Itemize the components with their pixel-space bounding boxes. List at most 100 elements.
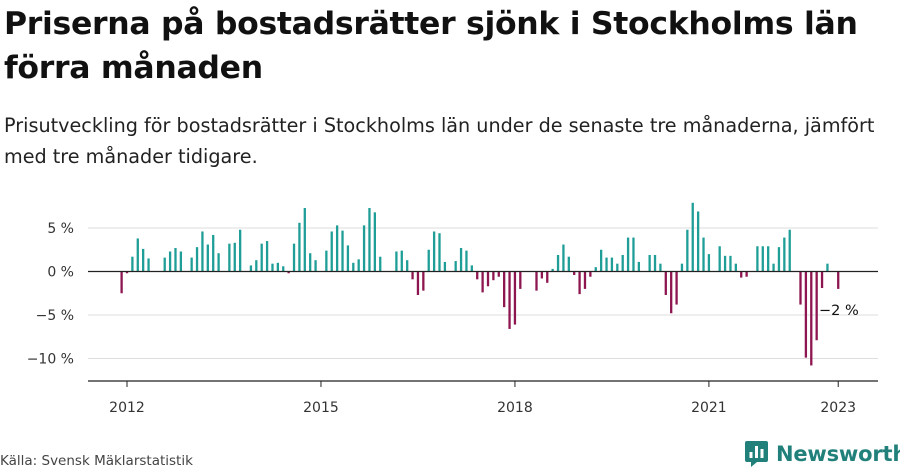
bar [287,271,290,274]
bar [664,271,667,295]
bar [718,246,721,272]
bar [599,249,603,272]
bar [325,250,328,272]
bar [260,243,263,272]
bar [190,257,193,272]
bar [265,241,269,272]
bar [454,261,457,272]
bar [357,259,360,272]
bar [804,271,808,358]
bar [201,231,204,272]
bar [723,255,727,272]
bar [136,238,139,272]
bar [594,267,597,272]
bar [740,271,743,278]
x-tick-label: 2021 [691,400,727,416]
bar [125,271,129,274]
bar [465,250,468,272]
bar [400,250,403,272]
y-axis-labels: 5 % 0 % −5 % −10 % [27,221,74,368]
bar [578,271,581,295]
bar [255,260,258,272]
bar [362,225,366,272]
bar [486,271,490,287]
source-note: Källa: Svensk Mäklarstatistik [0,453,193,469]
annotations: −2 % [819,303,859,319]
bar [411,271,414,280]
bar [432,231,436,272]
bar [233,242,236,272]
bar [271,263,274,272]
bar [777,247,781,272]
bar [330,231,333,272]
bar [820,271,824,289]
bar [470,265,473,272]
bar [212,234,215,272]
bar [508,271,511,329]
bar [314,260,317,272]
bar [249,265,253,272]
bar [540,271,544,279]
bars [120,202,840,366]
bar [691,202,694,272]
bar [341,230,344,272]
bar [368,207,371,272]
bar [653,254,657,272]
bar [702,237,705,272]
bar [195,247,199,272]
bar [422,271,425,291]
y-gridlines [88,227,878,359]
y-tick-label: 5 % [47,221,74,237]
newsworthy-logo-icon [745,441,768,467]
bar [556,254,560,272]
bar [626,237,630,272]
brand[interactable]: Newsworthy [744,440,900,468]
last-value-annotation: −2 % [819,303,859,319]
bar [168,251,172,272]
bar [476,271,479,280]
bar [562,244,565,272]
bar [346,245,350,272]
bar [535,271,538,291]
bar [131,256,134,272]
bar [416,271,420,295]
bar [756,246,759,272]
bar [503,271,506,308]
bar [179,251,183,272]
bar [206,244,209,272]
x-axis: 2012 2015 2018 2021 2023 [88,380,878,416]
bar [228,243,231,272]
bar [675,271,678,305]
bar [815,271,818,341]
bar [583,271,587,289]
bar [648,254,651,272]
bar [120,271,123,294]
bar [772,263,775,272]
bar [632,237,635,272]
bar [605,257,608,272]
bar [637,261,641,272]
bar [217,253,220,272]
x-tick-label: 2015 [303,400,339,416]
bar [352,262,355,272]
bar [680,263,684,272]
bar [443,261,447,272]
bar [519,271,522,289]
chart-subtitle: Prisutveckling för bostadsrätter i Stock… [4,114,875,168]
bar [174,248,177,272]
bar [734,263,737,272]
bar [142,248,145,272]
y-tick-label: 0 % [47,265,74,281]
x-tick-label: 2012 [109,400,145,416]
y-tick-label: −5 % [36,308,74,324]
bar [810,271,813,366]
bar [745,271,748,277]
bar [492,271,495,281]
bar [686,229,689,272]
bar [670,271,673,314]
bar [551,268,554,272]
bar [621,254,624,272]
bar [303,207,306,272]
bar [395,251,398,272]
